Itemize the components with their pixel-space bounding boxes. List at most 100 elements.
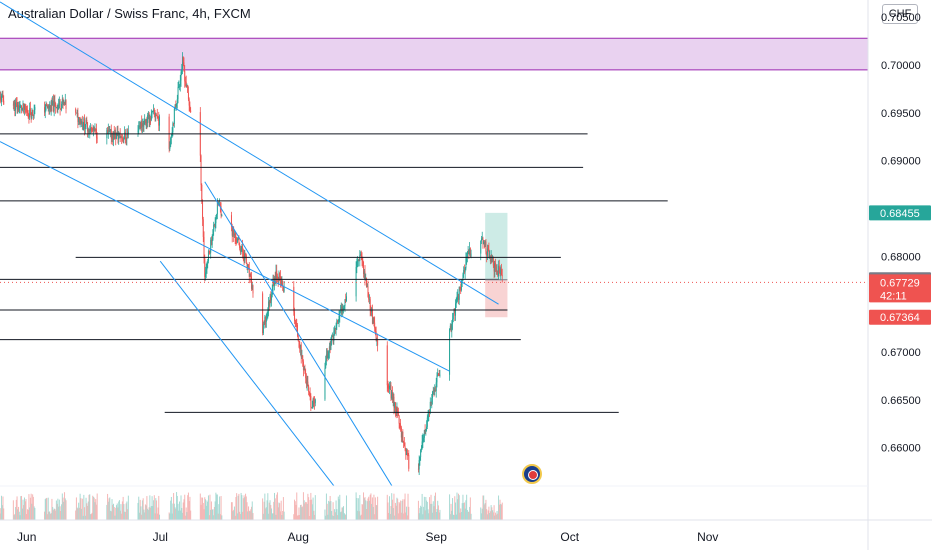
candle-body: [324, 368, 326, 400]
volume-bar: [275, 514, 277, 520]
candle-body: [19, 105, 21, 108]
candle-body: [297, 335, 299, 341]
candle-body: [153, 109, 155, 113]
candle-body: [170, 135, 172, 139]
volume-bar: [126, 501, 128, 520]
candle-body: [266, 314, 268, 316]
candle-body: [118, 135, 120, 140]
candle-body: [107, 129, 109, 134]
candle-body: [87, 122, 89, 132]
candle-body: [53, 101, 55, 112]
candle-body: [139, 125, 141, 128]
candle-body: [279, 273, 281, 277]
volume-bar: [362, 504, 364, 520]
volume-bar: [248, 506, 250, 520]
candle-body: [420, 449, 422, 451]
price-tick-label: 0.68000: [881, 251, 921, 263]
candle-body: [221, 215, 223, 216]
candle-body: [369, 299, 371, 311]
candle-body: [403, 442, 405, 447]
volume-bar: [338, 499, 340, 520]
candle-body: [419, 457, 421, 461]
volume-bar: [202, 497, 204, 520]
volume-bar: [156, 513, 158, 520]
candle-body: [263, 324, 265, 325]
volume-bar: [115, 505, 117, 520]
volume-bar: [157, 507, 159, 520]
candle-body: [95, 128, 97, 130]
candle-body: [365, 278, 367, 280]
volume-bar: [452, 498, 454, 520]
candle-body: [483, 241, 485, 247]
volume-bar: [232, 511, 234, 520]
volume-bar: [243, 495, 245, 520]
candle-body: [343, 305, 345, 309]
australia-flag-icon[interactable]: [522, 464, 542, 484]
price-label-target-text: 0.68455: [880, 208, 920, 220]
currency-button[interactable]: CHF: [882, 4, 918, 24]
candle-body: [357, 260, 359, 263]
candle-body: [436, 375, 438, 383]
candle-body: [339, 310, 341, 316]
volume-bar: [390, 506, 392, 520]
candle-body: [176, 103, 178, 107]
volume-bar: [118, 500, 120, 520]
price-tick-label: 0.70500: [881, 12, 921, 24]
volume-bar: [470, 513, 472, 520]
candle-body: [374, 328, 376, 332]
candle-body: [313, 398, 315, 403]
volume-bar: [308, 515, 310, 520]
volume-bar: [152, 506, 154, 520]
volume-bar: [372, 506, 374, 520]
volume-bar: [489, 511, 491, 520]
volume-bar: [493, 505, 495, 520]
candle-body: [338, 315, 340, 322]
candle-body: [365, 278, 367, 288]
candle-body: [408, 454, 410, 469]
volume-bar: [238, 493, 240, 520]
candle-body: [121, 135, 123, 138]
candle-body: [302, 355, 304, 362]
candle-body: [58, 100, 60, 105]
candle-body: [294, 321, 296, 323]
volume-bar: [456, 492, 458, 520]
trend-line: [204, 181, 393, 486]
volume-bar: [374, 497, 376, 520]
candle-body: [170, 138, 172, 148]
volume-bar: [44, 499, 46, 520]
volume-bar: [210, 501, 212, 520]
candle-body: [233, 229, 235, 236]
candle-body: [449, 325, 451, 329]
candle-body: [232, 229, 234, 236]
volume-bar: [376, 505, 378, 520]
volume-bar: [46, 497, 48, 520]
candle-body: [46, 104, 48, 106]
volume-bar: [75, 497, 77, 520]
candle-body: [240, 249, 242, 253]
candle-body: [26, 109, 28, 113]
volume-bar: [421, 493, 423, 520]
volume-bar: [375, 504, 377, 520]
candle-body: [32, 114, 34, 117]
price-label-target: [869, 205, 931, 221]
trend-line: [159, 260, 335, 486]
volume-bar: [265, 507, 267, 520]
volume-bar: [93, 497, 95, 520]
candle-body: [484, 241, 486, 247]
volume-bar: [359, 495, 361, 520]
candle-body: [29, 108, 31, 115]
candle-body: [397, 408, 399, 412]
volume-bar: [148, 507, 150, 520]
volume-bar: [173, 493, 175, 520]
candle-body: [88, 129, 90, 133]
candle-body: [480, 238, 482, 241]
candle-body: [156, 115, 158, 116]
candle-body: [246, 262, 248, 267]
volume-bar: [398, 502, 400, 520]
candle-body: [2, 94, 4, 101]
candle-body: [460, 288, 462, 291]
candle-body: [185, 81, 187, 87]
volume-bar: [458, 495, 460, 520]
candle-body: [144, 120, 146, 121]
